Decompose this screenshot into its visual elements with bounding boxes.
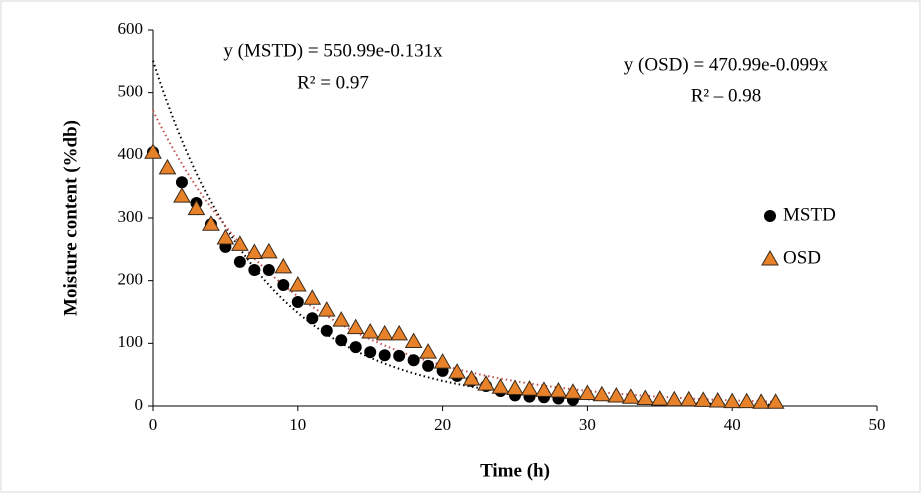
data-point (404, 332, 423, 348)
data-point (274, 257, 293, 274)
data-point (535, 381, 553, 397)
data-point (202, 215, 220, 231)
data-point (364, 346, 377, 359)
data-point (245, 243, 264, 259)
legend-label: OSD (783, 247, 821, 268)
data-point (593, 385, 611, 402)
equation: y (OSD) = 470.99e-0.099x (624, 54, 829, 75)
data-point (491, 378, 510, 394)
x-axis-title: Time (h) (480, 460, 550, 481)
data-point (259, 242, 278, 259)
data-point (288, 276, 307, 292)
data-point (607, 386, 626, 403)
data-point (233, 255, 246, 268)
r-squared: R² = 0.97 (297, 72, 369, 93)
data-point (407, 354, 420, 367)
equation: y (MSTD) = 550.99e-0.131x (223, 40, 443, 61)
data-point (462, 370, 481, 386)
data-point (422, 359, 435, 372)
data-point (679, 390, 698, 407)
legend-marker (761, 249, 779, 266)
y-tick-label: 600 (118, 19, 144, 38)
data-point (650, 390, 669, 406)
data-point (636, 389, 655, 405)
data-point (708, 391, 727, 408)
data-point (349, 341, 362, 354)
data-point (564, 383, 582, 399)
data-point (277, 279, 290, 292)
data-point (248, 264, 261, 277)
legend-label: MSTD (783, 204, 836, 225)
data-point (317, 301, 336, 317)
data-point (187, 199, 206, 216)
data-point (694, 391, 713, 407)
data-point (291, 295, 304, 308)
data-point (448, 363, 466, 379)
data-point (306, 312, 319, 325)
data-point (549, 381, 568, 398)
data-point (346, 318, 365, 335)
x-tick-label: 30 (579, 415, 596, 434)
data-point (737, 392, 756, 409)
r-squared: R² – 0.98 (691, 85, 762, 106)
y-tick-label: 400 (118, 144, 144, 163)
x-tick-label: 20 (434, 415, 451, 434)
data-point (621, 388, 640, 404)
data-point (175, 176, 188, 189)
data-point (375, 324, 394, 341)
data-point (665, 390, 684, 407)
data-point (320, 324, 333, 337)
legend-marker (764, 210, 776, 222)
data-point (332, 311, 351, 327)
x-tick-label: 0 (149, 415, 158, 434)
data-point (766, 393, 785, 409)
data-point (378, 349, 391, 362)
y-axis-title: Moisture content (%db) (60, 120, 81, 316)
data-point (303, 289, 322, 305)
y-tick-label: 0 (135, 395, 144, 414)
data-point (393, 349, 406, 362)
x-tick-label: 40 (724, 415, 741, 434)
data-point (520, 380, 539, 396)
data-point (158, 158, 177, 175)
data-point (578, 384, 597, 400)
data-point (144, 143, 162, 159)
data-point (361, 323, 380, 339)
y-tick-label: 300 (118, 207, 144, 226)
data-point (433, 353, 452, 369)
data-point (231, 235, 249, 251)
data-point (335, 334, 348, 347)
y-tick-label: 200 (118, 270, 144, 289)
x-tick-label: 50 (869, 415, 886, 434)
data-point (723, 392, 742, 409)
y-tick-label: 100 (118, 332, 144, 351)
data-point (216, 229, 235, 245)
data-point (173, 187, 191, 203)
data-point (506, 379, 524, 395)
y-tick-label: 500 (118, 82, 144, 101)
data-point (262, 264, 275, 277)
data-point (390, 324, 409, 341)
data-point (477, 375, 495, 391)
data-point (752, 393, 771, 409)
x-tick-label: 10 (289, 415, 306, 434)
data-point (419, 343, 437, 359)
